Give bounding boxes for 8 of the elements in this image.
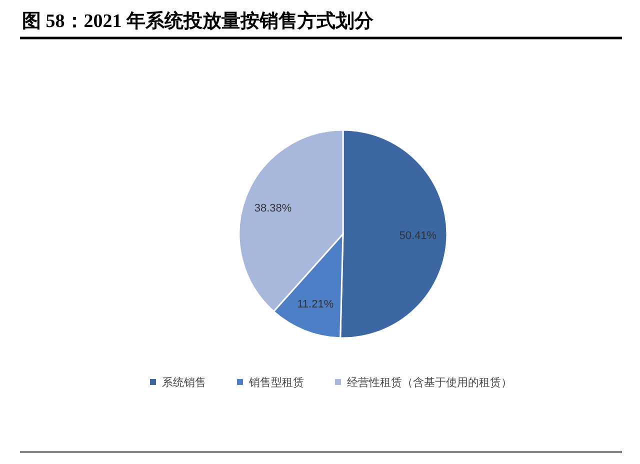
data-label: 38.38%	[254, 202, 292, 214]
title: 图 58：2021 年系统投放量按销售方式划分	[22, 11, 374, 32]
legend-label: 系统销售	[162, 376, 206, 389]
data-label: 11.21%	[297, 298, 334, 311]
legend-label: 销售型租赁	[248, 376, 304, 389]
data-label: 50.41%	[399, 230, 437, 242]
pie: 50.41% 11.21% 38.38%	[238, 129, 448, 339]
legend-label: 经营性租赁（含基于使用的租赁）	[347, 376, 512, 389]
